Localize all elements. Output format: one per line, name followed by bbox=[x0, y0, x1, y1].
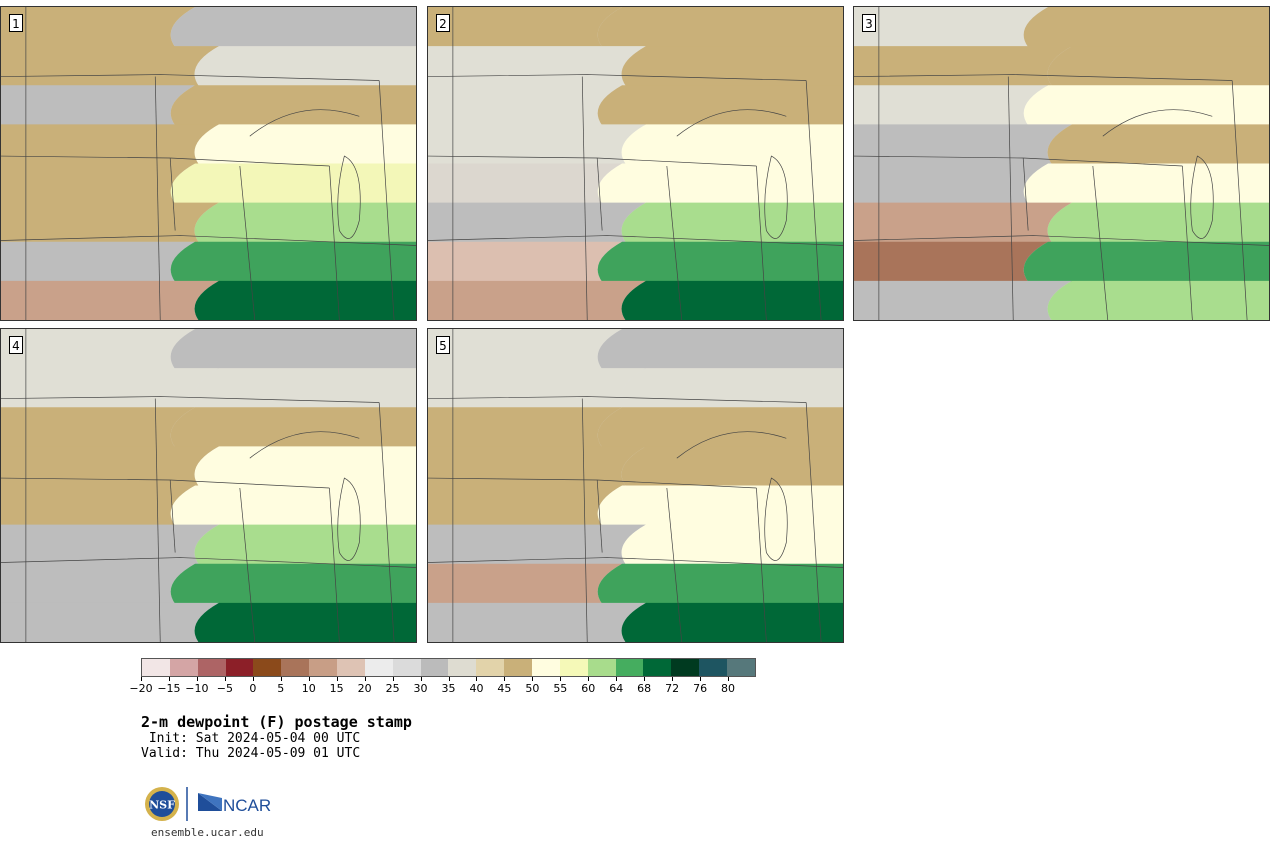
colorbar-tick bbox=[560, 677, 562, 681]
colorbar-segment bbox=[476, 659, 505, 676]
colorbar-segment bbox=[420, 659, 449, 676]
colorbar-tick-label: 0 bbox=[249, 682, 257, 695]
colorbar-tick bbox=[364, 677, 366, 681]
colorbar-segment bbox=[559, 659, 588, 676]
colorbar-segment bbox=[253, 659, 282, 676]
dewpoint-map bbox=[1, 7, 416, 320]
colorbar-tick bbox=[476, 677, 478, 681]
map-panel-3: 3 bbox=[853, 6, 1270, 321]
colorbar-segment bbox=[142, 659, 170, 676]
colorbar-segment bbox=[281, 659, 310, 676]
colorbar-tick bbox=[700, 677, 702, 681]
colorbar-tick bbox=[448, 677, 450, 681]
panel-number: 3 bbox=[862, 14, 876, 32]
colorbar-tick-label: 15 bbox=[329, 682, 344, 695]
ncar-logo-text: NCAR bbox=[223, 796, 271, 815]
colorbar-tick bbox=[616, 677, 618, 681]
dewpoint-map bbox=[428, 7, 843, 320]
colorbar-tick bbox=[392, 677, 394, 681]
panel-number: 5 bbox=[436, 336, 450, 354]
init-time: Init: Sat 2024-05-04 00 UTC bbox=[141, 731, 361, 746]
colorbar-tick-label: 25 bbox=[385, 682, 400, 695]
colorbar-tick-label: 60 bbox=[581, 682, 596, 695]
colorbar-tick-label: 72 bbox=[665, 682, 680, 695]
map-panel-1: 1 bbox=[0, 6, 417, 321]
colorbar-tick bbox=[532, 677, 534, 681]
valid-time: Valid: Thu 2024-05-09 01 UTC bbox=[141, 746, 361, 761]
colorbar-segment bbox=[197, 659, 226, 676]
colorbar-segment bbox=[309, 659, 338, 676]
colorbar-tick bbox=[308, 677, 310, 681]
colorbar-tick bbox=[280, 677, 282, 681]
colorbar-tick bbox=[672, 677, 674, 681]
colorbar-tick-label: 5 bbox=[277, 682, 285, 695]
colorbar-tick-label: 35 bbox=[441, 682, 456, 695]
colorbar-segment bbox=[615, 659, 644, 676]
map-panel-2: 2 bbox=[427, 6, 844, 321]
colorbar-tick bbox=[252, 677, 254, 681]
dewpoint-map bbox=[428, 329, 843, 642]
colorbar-segment bbox=[727, 659, 755, 676]
nsf-logo-text: NSF bbox=[149, 799, 175, 812]
dewpoint-map bbox=[1, 329, 416, 642]
colorbar-segment bbox=[364, 659, 393, 676]
panel-number: 1 bbox=[9, 14, 23, 32]
colorbar-segment bbox=[532, 659, 560, 676]
colorbar-segment bbox=[337, 659, 365, 676]
colorbar-segment bbox=[392, 659, 421, 676]
colorbar-tick-label: 10 bbox=[301, 682, 316, 695]
colorbar-tick-label: 45 bbox=[497, 682, 512, 695]
panel-number: 4 bbox=[9, 336, 23, 354]
website-url[interactable]: ensemble.ucar.edu bbox=[151, 826, 264, 839]
colorbar-tick bbox=[224, 677, 226, 681]
logos: NSF NCAR bbox=[143, 784, 278, 824]
colorbar-tick-label: −10 bbox=[185, 682, 209, 695]
map-panel-5: 5 bbox=[427, 328, 844, 643]
colorbar-tick bbox=[504, 677, 506, 681]
colorbar-tick bbox=[141, 677, 142, 681]
colorbar-segment bbox=[225, 659, 254, 676]
colorbar bbox=[141, 658, 756, 677]
colorbar-tick-label: 40 bbox=[469, 682, 484, 695]
colorbar-tick bbox=[588, 677, 590, 681]
colorbar-segment bbox=[169, 659, 198, 676]
colorbar-tick bbox=[644, 677, 646, 681]
colorbar-tick-label: 30 bbox=[413, 682, 428, 695]
colorbar-tick-label: 76 bbox=[693, 682, 708, 695]
colorbar-ticks: −20 −15 −10 −5 0 5 10 15 20 25 30 35 40 45 50 55 60 64 68 7… bbox=[129, 677, 756, 699]
nsf-logo: NSF bbox=[145, 787, 179, 821]
map-panel-4: 4 bbox=[0, 328, 417, 643]
colorbar-tick bbox=[196, 677, 198, 681]
colorbar-tick-label: 50 bbox=[525, 682, 540, 695]
colorbar-tick bbox=[420, 677, 422, 681]
chart-title: 2-m dewpoint (F) postage stamp bbox=[141, 713, 412, 731]
colorbar-tick-label: 68 bbox=[637, 682, 652, 695]
colorbar-segment bbox=[671, 659, 700, 676]
panel-number: 2 bbox=[436, 14, 450, 32]
colorbar-tick bbox=[168, 677, 170, 681]
colorbar-segment bbox=[587, 659, 616, 676]
colorbar-tick-label: −15 bbox=[157, 682, 181, 695]
colorbar-segment bbox=[448, 659, 477, 676]
colorbar-tick-label: 20 bbox=[357, 682, 372, 695]
colorbar-tick-label: −5 bbox=[216, 682, 233, 695]
colorbar-tick bbox=[336, 677, 338, 681]
colorbar-segment bbox=[504, 659, 533, 676]
dewpoint-map bbox=[854, 7, 1269, 320]
colorbar-segment bbox=[699, 659, 728, 676]
colorbar-tick-label: −20 bbox=[129, 682, 153, 695]
colorbar-segment bbox=[643, 659, 672, 676]
colorbar-tick bbox=[728, 677, 730, 681]
colorbar-tick-label: 80 bbox=[721, 682, 736, 695]
ncar-logo: NCAR bbox=[198, 793, 271, 815]
colorbar-tick-label: 64 bbox=[609, 682, 624, 695]
colorbar-tick-label: 55 bbox=[553, 682, 568, 695]
